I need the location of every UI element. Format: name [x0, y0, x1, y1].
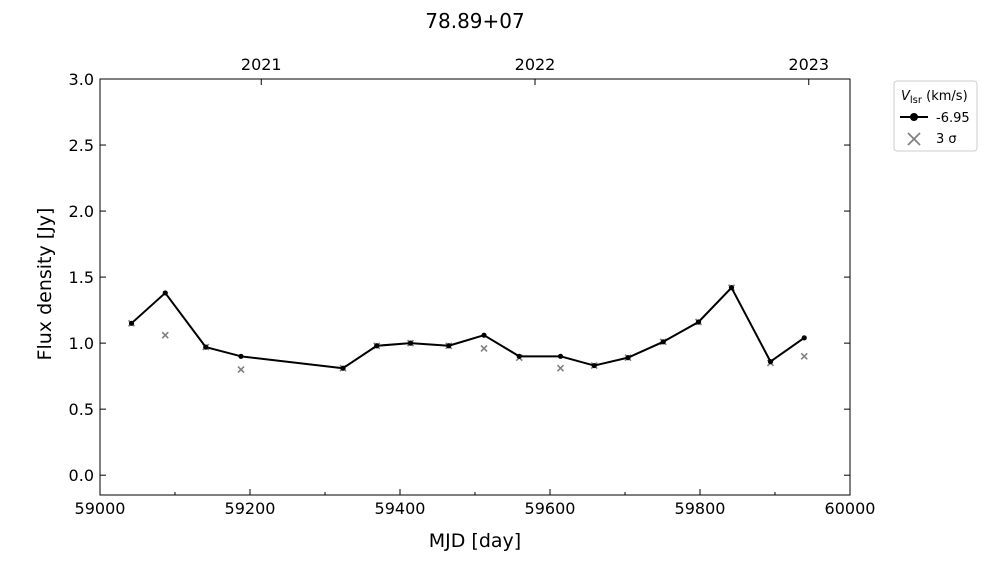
sigma3-marker — [237, 365, 245, 374]
y-tick-label: 1.0 — [69, 334, 94, 353]
x-axis-label: MJD [day] — [429, 530, 521, 552]
data-point — [728, 285, 735, 291]
y-tick-label: 2.0 — [69, 202, 94, 221]
legend-entry-label: -6.95 — [936, 111, 970, 126]
legend-entry-label: 3 σ — [936, 132, 957, 147]
legend-x-marker — [907, 132, 921, 146]
y-axis-label: Flux density [Jy] — [34, 208, 56, 361]
y-tick-label: 0.5 — [69, 400, 94, 419]
x-tick-label: 59000 — [75, 499, 126, 518]
legend-title-unit: (km/s) — [922, 89, 968, 104]
plot-frame — [99, 78, 851, 496]
data-point — [801, 335, 807, 341]
data-point — [481, 332, 487, 338]
x-tick-label: 59200 — [225, 499, 276, 518]
data-point — [446, 343, 452, 349]
legend-title-sub: lsr — [910, 95, 923, 106]
data-point — [591, 362, 597, 369]
sigma3-markers — [127, 284, 808, 374]
sigma3-marker — [800, 352, 808, 360]
chart-title: 78.89+07 — [425, 9, 524, 33]
sigma3-marker — [556, 364, 565, 372]
data-point — [516, 353, 522, 359]
y-tick-label: 3.0 — [69, 70, 94, 89]
data-point — [660, 339, 666, 345]
data-point — [203, 344, 209, 350]
data-point — [340, 365, 346, 371]
data-point — [695, 319, 702, 325]
legend-circle-marker — [910, 113, 918, 121]
y-tick-label: 1.5 — [69, 268, 94, 287]
top-axis-year-label: 2021 — [241, 55, 282, 74]
legend-title: Vlsr (km/s) — [901, 89, 968, 106]
top-axis-year-label: 2023 — [788, 55, 829, 74]
data-point — [767, 359, 774, 365]
data-point — [162, 290, 168, 296]
x-tick-label: 60000 — [825, 499, 876, 518]
sigma3-marker — [161, 331, 169, 339]
series-layer — [128, 285, 807, 371]
x-tick-label: 59800 — [675, 499, 726, 518]
data-point — [557, 353, 564, 359]
sigma3-marker — [480, 344, 488, 352]
data-point — [238, 353, 244, 359]
data-point — [625, 355, 631, 361]
data-point — [128, 320, 135, 326]
y-tick-label: 0.0 — [69, 466, 94, 485]
series-line — [130, 286, 805, 370]
x-tick-label: 59600 — [525, 499, 576, 518]
legend-box — [893, 80, 978, 152]
legend: Vlsr (km/s) -6.95 3 σ — [893, 80, 978, 152]
x-tick-label: 59400 — [375, 499, 426, 518]
data-point — [374, 343, 380, 349]
data-point — [407, 340, 414, 346]
y-tick-label: 2.5 — [69, 136, 94, 155]
axis-ticks: 59000 59200 59400 59600 59800 60000 0.0 0.5 1.0 1… — [69, 55, 876, 518]
legend-title-main: V — [901, 89, 911, 104]
top-axis-year-label: 2022 — [515, 55, 556, 74]
